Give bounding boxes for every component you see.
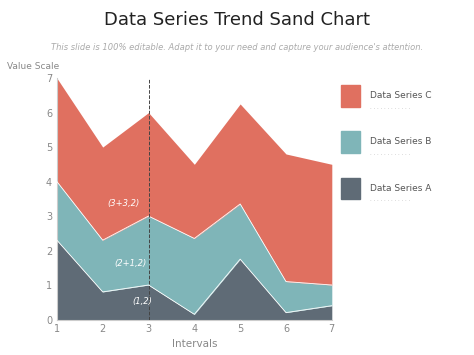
Text: (3+3,2): (3+3,2) [107, 199, 139, 208]
Text: Data Series C: Data Series C [370, 91, 431, 100]
Text: Data Series B: Data Series B [370, 137, 431, 147]
Text: · · · · · · · · · · · ·: · · · · · · · · · · · · [370, 106, 410, 111]
Text: (2+1,2): (2+1,2) [114, 259, 146, 268]
Text: Data Series Trend Sand Chart: Data Series Trend Sand Chart [104, 11, 370, 29]
Text: This slide is 100% editable. Adapt it to your need and capture your audience's a: This slide is 100% editable. Adapt it to… [51, 43, 423, 51]
Text: Value Scale: Value Scale [8, 62, 60, 71]
Text: · · · · · · · · · · · ·: · · · · · · · · · · · · [370, 152, 410, 157]
Text: Data Series A: Data Series A [370, 184, 431, 193]
Text: · · · · · · · · · · · ·: · · · · · · · · · · · · [370, 198, 410, 203]
X-axis label: Intervals: Intervals [172, 339, 217, 349]
Text: (1,2): (1,2) [132, 297, 152, 306]
